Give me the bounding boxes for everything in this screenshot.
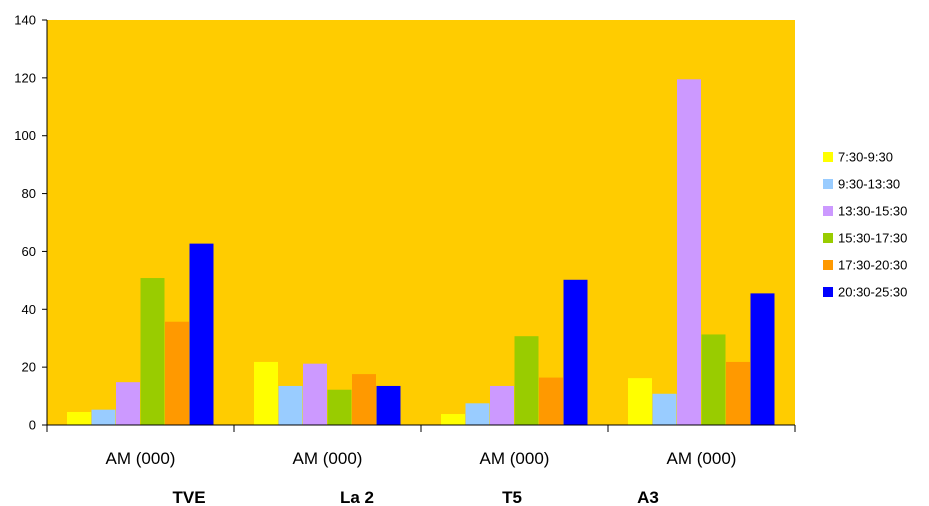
bar-20-30-25-30-3 [750,293,775,426]
legend-swatch [823,287,833,297]
group-label: La 2 [340,488,374,506]
group-labels: TVE La 2 T5 A3 [172,488,658,506]
bar-15-30-17-30-3 [701,334,726,425]
y-tick-label: 60 [22,244,36,259]
y-tick-labels: 0 20 40 60 80 100 120 140 [14,13,36,433]
bar-17-30-20-30-3 [726,361,750,425]
bar-9-30-13-30-3 [652,393,677,425]
y-tick-label: 140 [14,13,36,28]
bar-20-30-25-30-1 [376,385,401,425]
axes [42,19,796,432]
legend-swatch [823,233,833,243]
category-label: AM (000) [106,449,176,468]
category-label: AM (000) [480,449,550,468]
category-label: AM (000) [667,449,737,468]
bar-9-30-13-30-1 [278,385,303,425]
bar-15-30-17-30-2 [514,336,539,425]
y-tick-label: 0 [29,418,36,433]
legend: 7:30-9:30 9:30-13:30 13:30-15:30 15:30-17:3… [823,150,907,300]
legend-swatch [823,179,833,189]
bars [67,79,775,426]
y-tick-label: 40 [22,302,36,317]
legend-label: 17:30-20:30 [838,258,907,273]
group-label: A3 [637,488,659,506]
legend-swatch [823,206,833,216]
bar-9-30-13-30-2 [465,403,490,425]
bar-7-30-9-30-1 [254,361,278,425]
bar-13-30-15-30-1 [303,363,327,425]
y-tick-label: 100 [14,128,36,143]
y-tick-label: 20 [22,360,36,375]
group-label: T5 [502,488,522,506]
bar-13-30-15-30-0 [116,382,140,425]
bar-15-30-17-30-1 [327,389,352,425]
legend-label: 7:30-9:30 [838,150,893,165]
bar-20-30-25-30-2 [563,279,588,425]
bar-9-30-13-30-0 [91,409,116,425]
legend-label: 20:30-25:30 [838,285,907,300]
bar-17-30-20-30-1 [352,374,376,425]
bar-20-30-25-30-0 [189,243,214,425]
bar-7-30-9-30-3 [628,378,652,425]
group-label: TVE [172,488,205,506]
bar-13-30-15-30-2 [490,385,514,425]
legend-label: 9:30-13:30 [838,177,900,192]
legend-swatch [823,260,833,270]
y-tick-label: 120 [14,70,36,85]
legend-swatch [823,152,833,162]
legend-label: 15:30-17:30 [838,231,907,246]
bar-7-30-9-30-0 [67,411,91,425]
bar-15-30-17-30-0 [140,278,165,425]
legend-label: 13:30-15:30 [838,204,907,219]
category-label: AM (000) [293,449,363,468]
bar-17-30-20-30-2 [539,377,563,425]
bar-7-30-9-30-2 [441,414,465,425]
category-labels: AM (000) AM (000) AM (000) AM (000) [106,449,737,468]
bar-17-30-20-30-0 [165,321,189,425]
bar-13-30-15-30-3 [677,79,701,426]
y-tick-label: 80 [22,186,36,201]
